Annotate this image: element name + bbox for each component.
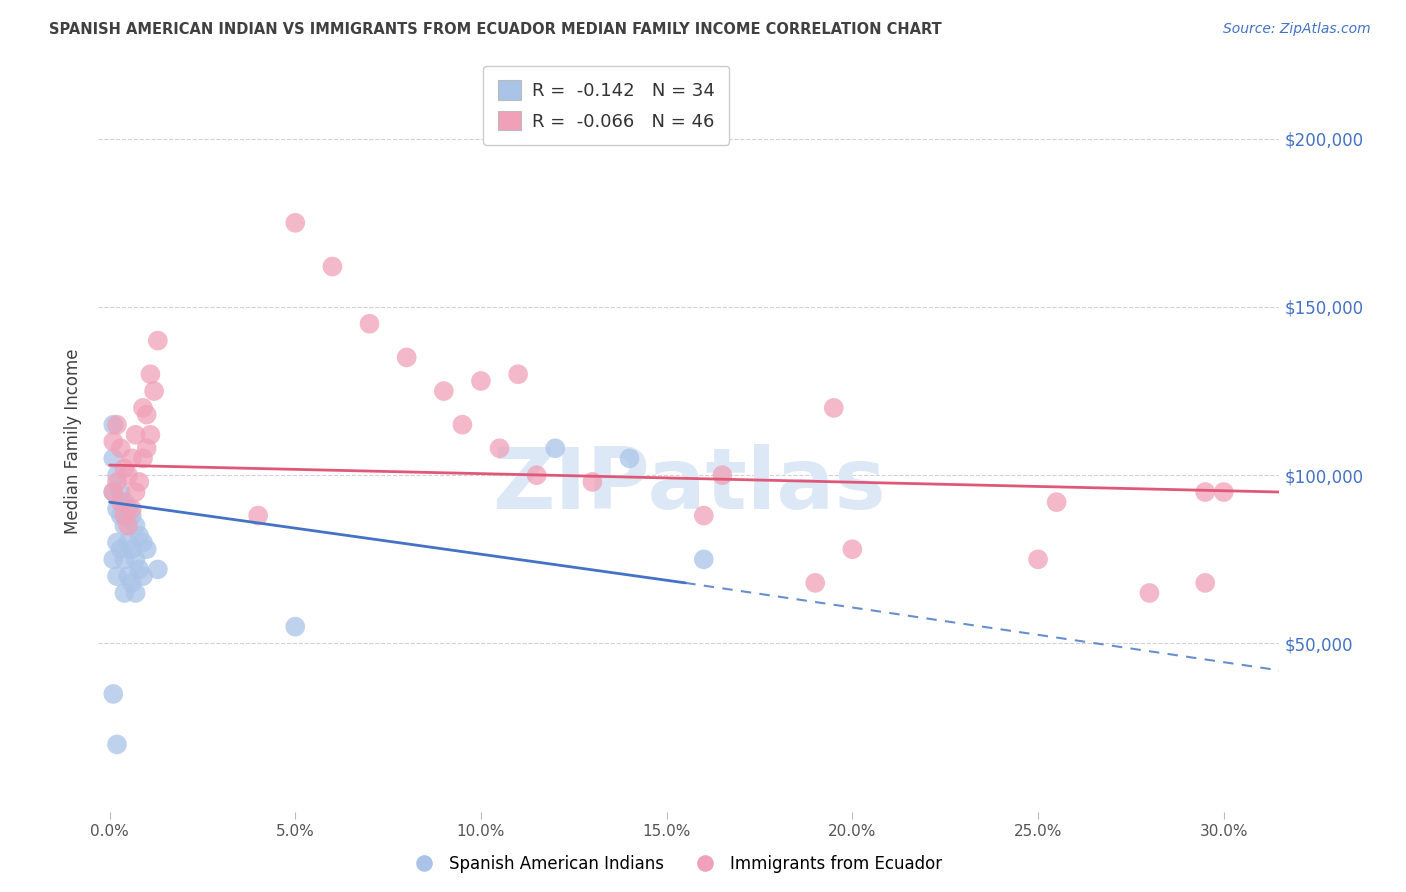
Point xyxy=(103,552,125,566)
Point xyxy=(506,368,529,382)
Point xyxy=(121,542,143,557)
Point xyxy=(112,495,135,509)
Text: SPANISH AMERICAN INDIAN VS IMMIGRANTS FROM ECUADOR MEDIAN FAMILY INCOME CORRELAT: SPANISH AMERICAN INDIAN VS IMMIGRANTS FR… xyxy=(49,22,942,37)
Text: ZIPatlas: ZIPatlas xyxy=(492,444,886,527)
Point xyxy=(146,334,169,348)
Point xyxy=(117,569,139,583)
Point xyxy=(488,442,510,456)
Point xyxy=(619,451,641,466)
Point xyxy=(103,485,125,500)
Point xyxy=(132,401,155,415)
Point xyxy=(110,495,132,509)
Point xyxy=(470,374,492,388)
Point xyxy=(284,216,307,230)
Point xyxy=(112,508,135,523)
Point xyxy=(103,687,125,701)
Y-axis label: Median Family Income: Median Family Income xyxy=(65,349,83,534)
Point xyxy=(124,518,146,533)
Point xyxy=(1026,552,1049,566)
Point xyxy=(128,475,150,489)
Point xyxy=(823,401,845,415)
Point xyxy=(110,485,132,500)
Point xyxy=(105,468,128,483)
Point xyxy=(112,586,135,600)
Point xyxy=(1139,586,1161,600)
Point xyxy=(143,384,166,398)
Point xyxy=(433,384,456,398)
Point xyxy=(105,535,128,549)
Point xyxy=(105,569,128,583)
Point xyxy=(112,518,135,533)
Point xyxy=(139,427,162,442)
Point xyxy=(103,485,125,500)
Point xyxy=(132,535,155,549)
Point xyxy=(451,417,474,432)
Point xyxy=(103,434,125,449)
Point xyxy=(581,475,603,489)
Point xyxy=(139,368,162,382)
Point xyxy=(247,508,270,523)
Point xyxy=(693,552,716,566)
Point xyxy=(112,552,135,566)
Point xyxy=(1194,485,1216,500)
Point xyxy=(711,468,734,483)
Legend: Spanish American Indians, Immigrants from Ecuador: Spanish American Indians, Immigrants fro… xyxy=(401,848,949,880)
Point xyxy=(124,427,146,442)
Point xyxy=(135,542,157,557)
Point xyxy=(121,501,143,516)
Point xyxy=(1212,485,1234,500)
Point xyxy=(128,562,150,576)
Point xyxy=(135,408,157,422)
Point xyxy=(146,562,169,576)
Point xyxy=(103,417,125,432)
Point xyxy=(117,518,139,533)
Point xyxy=(841,542,863,557)
Point xyxy=(121,575,143,590)
Point xyxy=(395,351,418,365)
Point xyxy=(105,475,128,489)
Point xyxy=(117,501,139,516)
Point xyxy=(110,542,132,557)
Point xyxy=(124,552,146,566)
Point xyxy=(804,575,827,590)
Point xyxy=(124,586,146,600)
Point xyxy=(526,468,548,483)
Point xyxy=(1194,575,1216,590)
Point xyxy=(105,501,128,516)
Point xyxy=(121,451,143,466)
Point xyxy=(132,569,155,583)
Point xyxy=(105,417,128,432)
Point xyxy=(128,529,150,543)
Point xyxy=(112,461,135,475)
Point xyxy=(117,468,139,483)
Point xyxy=(135,442,157,456)
Point xyxy=(284,619,307,633)
Point xyxy=(132,451,155,466)
Point xyxy=(1046,495,1069,509)
Point xyxy=(124,485,146,500)
Point xyxy=(321,260,343,274)
Legend: R =  -0.142   N = 34, R =  -0.066   N = 46: R = -0.142 N = 34, R = -0.066 N = 46 xyxy=(484,66,730,145)
Point xyxy=(110,442,132,456)
Point xyxy=(103,451,125,466)
Point xyxy=(117,535,139,549)
Point xyxy=(359,317,381,331)
Point xyxy=(105,738,128,752)
Point xyxy=(110,508,132,523)
Point xyxy=(693,508,716,523)
Point xyxy=(121,508,143,523)
Text: Source: ZipAtlas.com: Source: ZipAtlas.com xyxy=(1223,22,1371,37)
Point xyxy=(544,442,567,456)
